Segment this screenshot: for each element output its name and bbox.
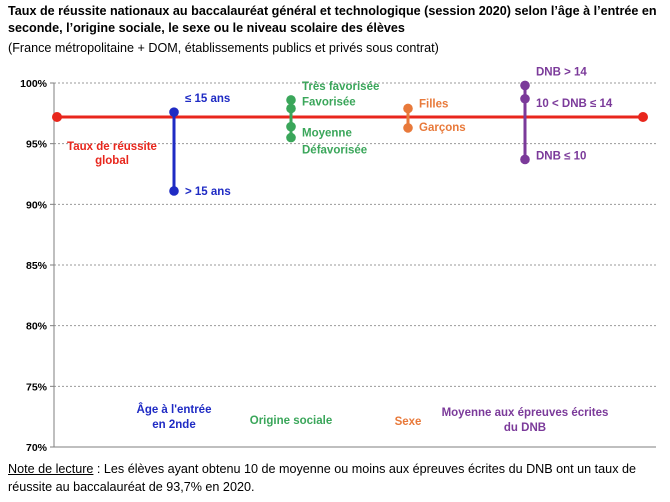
- data-label: DNB ≤ 10: [536, 150, 586, 162]
- reading-note: Note de lecture : Les élèves ayant obten…: [8, 460, 664, 496]
- y-tick-label: 100%: [20, 78, 48, 90]
- y-axis-ticks: 70% 75% 80% 85% 90% 95% 100%: [20, 78, 54, 454]
- reading-note-text: : Les élèves ayant obtenu 10 de moyenne …: [8, 462, 636, 494]
- data-label: Défavorisée: [302, 145, 367, 157]
- category-label: Origine sociale: [250, 415, 332, 427]
- y-tick-label: 80%: [26, 321, 48, 333]
- data-label: Garçons: [419, 122, 466, 134]
- category-label: Sexe: [395, 416, 422, 428]
- chart-title: Taux de réussite nationaux au baccalauré…: [8, 4, 657, 35]
- category-labels: Âge à l'entrée en 2nde Origine sociale Sexe…: [137, 403, 609, 434]
- data-label: Moyenne: [302, 128, 352, 140]
- data-point: [520, 93, 530, 104]
- data-point: [403, 103, 413, 114]
- category-label: Moyenne aux épreuves écrites du DNB: [442, 407, 609, 434]
- series-group: ≤ 15 ans > 15 ans Très favorisée Favorisée M…: [169, 66, 613, 198]
- data-label: ≤ 15 ans: [185, 93, 230, 105]
- data-label: Très favorisée: [302, 81, 379, 93]
- data-label: > 15 ans: [185, 186, 231, 198]
- y-tick-label: 85%: [26, 260, 48, 272]
- global-rate-label: Taux de réussite global: [67, 141, 157, 167]
- data-point: [286, 121, 296, 132]
- data-label: Filles: [419, 98, 448, 110]
- y-tick-label: 95%: [26, 139, 48, 151]
- axes: [53, 83, 656, 448]
- data-point: [403, 123, 413, 133]
- chart-subtitle: (France métropolitaine + DOM, établissem…: [8, 41, 439, 55]
- reading-note-label: Note de lecture: [8, 462, 94, 476]
- data-point: [286, 95, 296, 105]
- data-point: [169, 107, 179, 117]
- data-label: Favorisée: [302, 96, 356, 108]
- grid-lines: [54, 82, 656, 387]
- data-label: 10 < DNB ≤ 14: [536, 98, 613, 110]
- global-line-group: Taux de réussite global: [52, 111, 648, 167]
- data-label: DNB > 14: [536, 66, 587, 78]
- data-point: [520, 154, 530, 165]
- global-rate-marker-right: [638, 111, 648, 122]
- y-tick-label: 70%: [26, 442, 48, 454]
- category-label: Âge à l'entrée en 2nde: [137, 403, 212, 431]
- y-tick-label: 90%: [26, 199, 48, 211]
- data-point: [286, 103, 296, 114]
- chart-canvas: 70% 75% 80% 85% 90% 95% 100% Taux de réussite g…: [20, 66, 656, 454]
- data-point: [520, 80, 530, 91]
- data-point: [169, 186, 179, 196]
- global-rate-marker-left: [52, 111, 62, 122]
- data-point: [286, 132, 296, 143]
- y-tick-label: 75%: [26, 381, 48, 393]
